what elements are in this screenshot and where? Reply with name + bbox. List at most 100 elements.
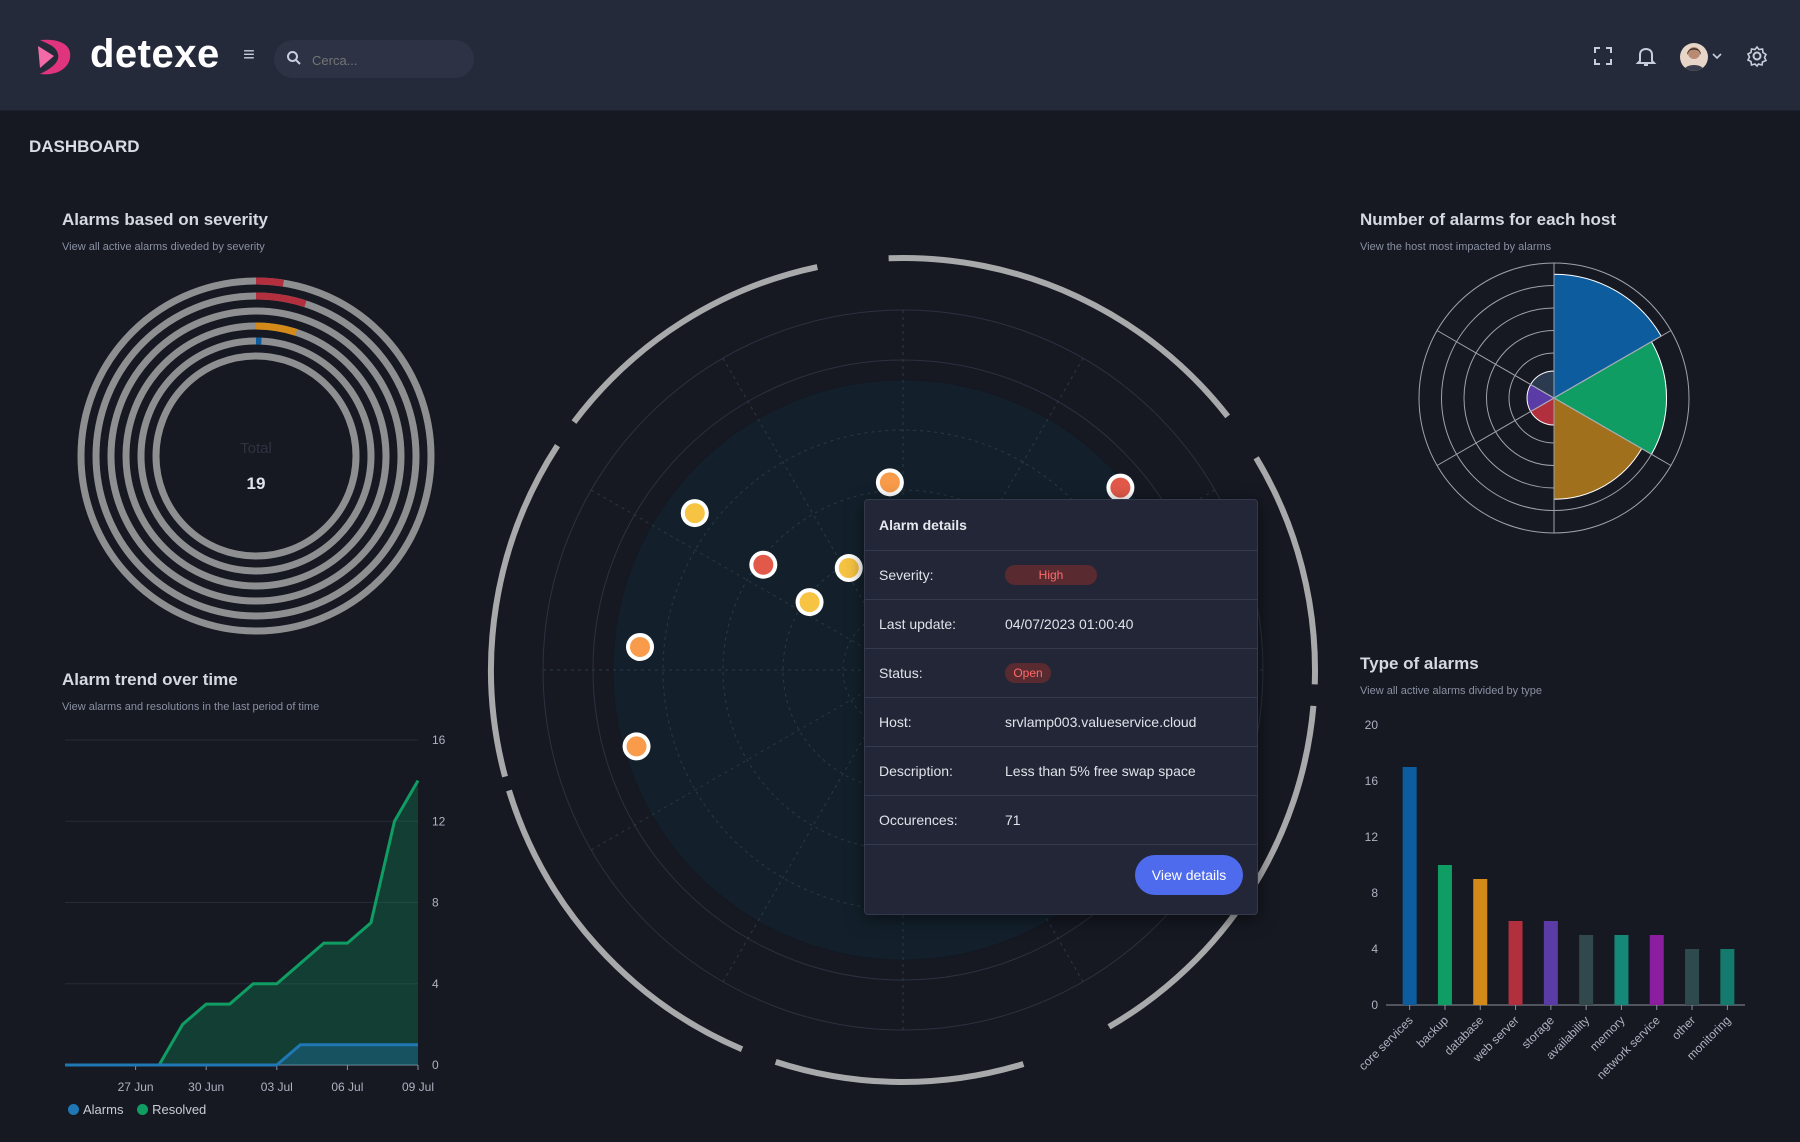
radar-outer-arc	[488, 443, 560, 778]
y-tick-label: 0	[1371, 998, 1378, 1012]
hamburger-menu-icon[interactable]: ≡	[243, 44, 255, 66]
legend-dot	[68, 1104, 79, 1115]
detail-row-occurences: Occurences: 71	[865, 796, 1257, 845]
alarm-point	[838, 558, 859, 579]
type-bar	[1614, 935, 1629, 1005]
type-bar	[1437, 865, 1452, 1005]
donut-arc	[255, 277, 284, 287]
y-tick-label: 8	[1371, 886, 1378, 900]
detexe-logo-icon	[38, 39, 71, 75]
y-tick-label: 16	[1365, 774, 1379, 788]
severity-badge: High	[1005, 565, 1097, 585]
y-tick-label: 0	[432, 1058, 439, 1072]
y-tick-label: 16	[432, 733, 446, 747]
x-tick-label: 27 Jun	[118, 1080, 154, 1094]
alarm-point	[630, 636, 651, 657]
type-bar	[1543, 921, 1558, 1005]
brand-name: detexe	[90, 32, 220, 76]
type-bar	[1579, 935, 1594, 1005]
trend-area-chart: 0 4 8 12 16 27 Jun 30 Jun 03 Jul 06 Jul 09 Jul	[65, 733, 446, 1094]
host-card-title: Number of alarms for each host	[1360, 210, 1617, 229]
trend-card-title: Alarm trend over time	[62, 670, 238, 689]
host-polar-chart	[1418, 262, 1690, 534]
alarm-point	[1110, 477, 1131, 498]
radar-outer-arc	[888, 255, 1231, 419]
y-tick-label: 20	[1365, 718, 1379, 732]
polar-spoke	[1553, 397, 1672, 466]
detail-value: 04/07/2023 01:00:40	[1005, 616, 1134, 632]
detail-row-last-update: Last update: 04/07/2023 01:00:40	[865, 600, 1257, 649]
detail-key: Severity:	[879, 567, 934, 583]
donut-arc	[255, 292, 307, 308]
fullscreen-icon[interactable]	[1591, 44, 1615, 68]
y-tick-label: 8	[432, 896, 439, 910]
detail-key: Description:	[879, 763, 953, 779]
y-tick-label: 12	[432, 814, 446, 828]
polar-spoke	[1436, 330, 1555, 399]
alarm-point	[879, 472, 900, 493]
x-tick-label: network service	[1594, 1013, 1663, 1082]
x-tick-label: 09 Jul	[402, 1080, 434, 1094]
trend-card-subtitle: View alarms and resolutions in the last …	[62, 701, 320, 713]
x-tick-label: 03 Jul	[261, 1080, 293, 1094]
type-card-subtitle: View all active alarms divided by type	[1360, 685, 1542, 697]
alarm-details-popup: Alarm details Severity: High Last update…	[864, 499, 1258, 915]
type-bar	[1720, 949, 1735, 1005]
severity-card-subtitle: View all active alarms diveded by severi…	[62, 241, 265, 253]
view-details-button[interactable]: View details	[1135, 855, 1243, 895]
legend-label: Alarms	[83, 1102, 124, 1117]
polar-spoke	[1436, 397, 1555, 466]
type-bar	[1649, 935, 1664, 1005]
chevron-down-icon[interactable]	[1712, 44, 1722, 68]
x-tick-label: 06 Jul	[331, 1080, 363, 1094]
severity-card-title: Alarms based on severity	[62, 210, 268, 229]
detail-value: 71	[1005, 812, 1021, 828]
search-icon	[287, 51, 301, 65]
donut-total-value: 19	[246, 474, 266, 493]
radar-outer-arc	[571, 264, 818, 424]
top-bar: detexe ≡	[0, 0, 1800, 111]
donut-arc	[255, 322, 298, 336]
type-bar	[1685, 949, 1700, 1005]
alarm-point	[799, 592, 820, 613]
detail-row-description: Description: Less than 5% free swap spac…	[865, 747, 1257, 796]
severity-donut-chart	[77, 277, 435, 635]
gear-icon[interactable]	[1745, 44, 1769, 68]
x-tick-label: other	[1669, 1013, 1698, 1042]
type-card-title: Type of alarms	[1360, 654, 1479, 673]
y-tick-label: 12	[1365, 830, 1379, 844]
search-input[interactable]	[310, 48, 464, 72]
host-card-subtitle: View the host most impacted by alarms	[1360, 241, 1552, 253]
detail-row-host: Host: srvlamp003.valueservice.cloud	[865, 698, 1257, 747]
series-line	[65, 1043, 418, 1067]
status-badge: Open	[1005, 663, 1051, 683]
detail-row-severity: Severity: High	[865, 551, 1257, 600]
user-avatar[interactable]	[1680, 43, 1708, 71]
trend-legend: Alarms Resolved	[68, 1102, 216, 1117]
x-tick-label: core services	[1356, 1013, 1416, 1073]
donut-ring	[107, 307, 405, 605]
page-title: DASHBOARD	[29, 137, 140, 156]
detail-key: Host:	[879, 714, 912, 730]
bell-icon[interactable]	[1634, 44, 1658, 68]
legend-dot	[137, 1104, 149, 1115]
y-tick-label: 4	[1371, 942, 1378, 956]
alarm-point	[753, 554, 774, 575]
type-bar	[1508, 921, 1523, 1005]
radar-outer-arc	[506, 789, 744, 1053]
radar-outer-arc	[1253, 456, 1318, 685]
search-bar[interactable]	[274, 40, 474, 78]
legend-label: Resolved	[152, 1102, 207, 1117]
type-bar	[1473, 879, 1488, 1005]
popup-title: Alarm details	[865, 500, 1257, 551]
legend-alarms[interactable]: Alarms	[68, 1102, 123, 1117]
y-tick-label: 4	[432, 977, 439, 991]
detail-key: Status:	[879, 665, 923, 681]
alarm-point	[684, 503, 705, 524]
polar-spoke	[1553, 330, 1672, 399]
legend-resolved[interactable]: Resolved	[137, 1102, 206, 1117]
x-tick-label: 30 Jun	[188, 1080, 224, 1094]
type-bar	[1402, 767, 1417, 1005]
detail-key: Occurences:	[879, 812, 958, 828]
